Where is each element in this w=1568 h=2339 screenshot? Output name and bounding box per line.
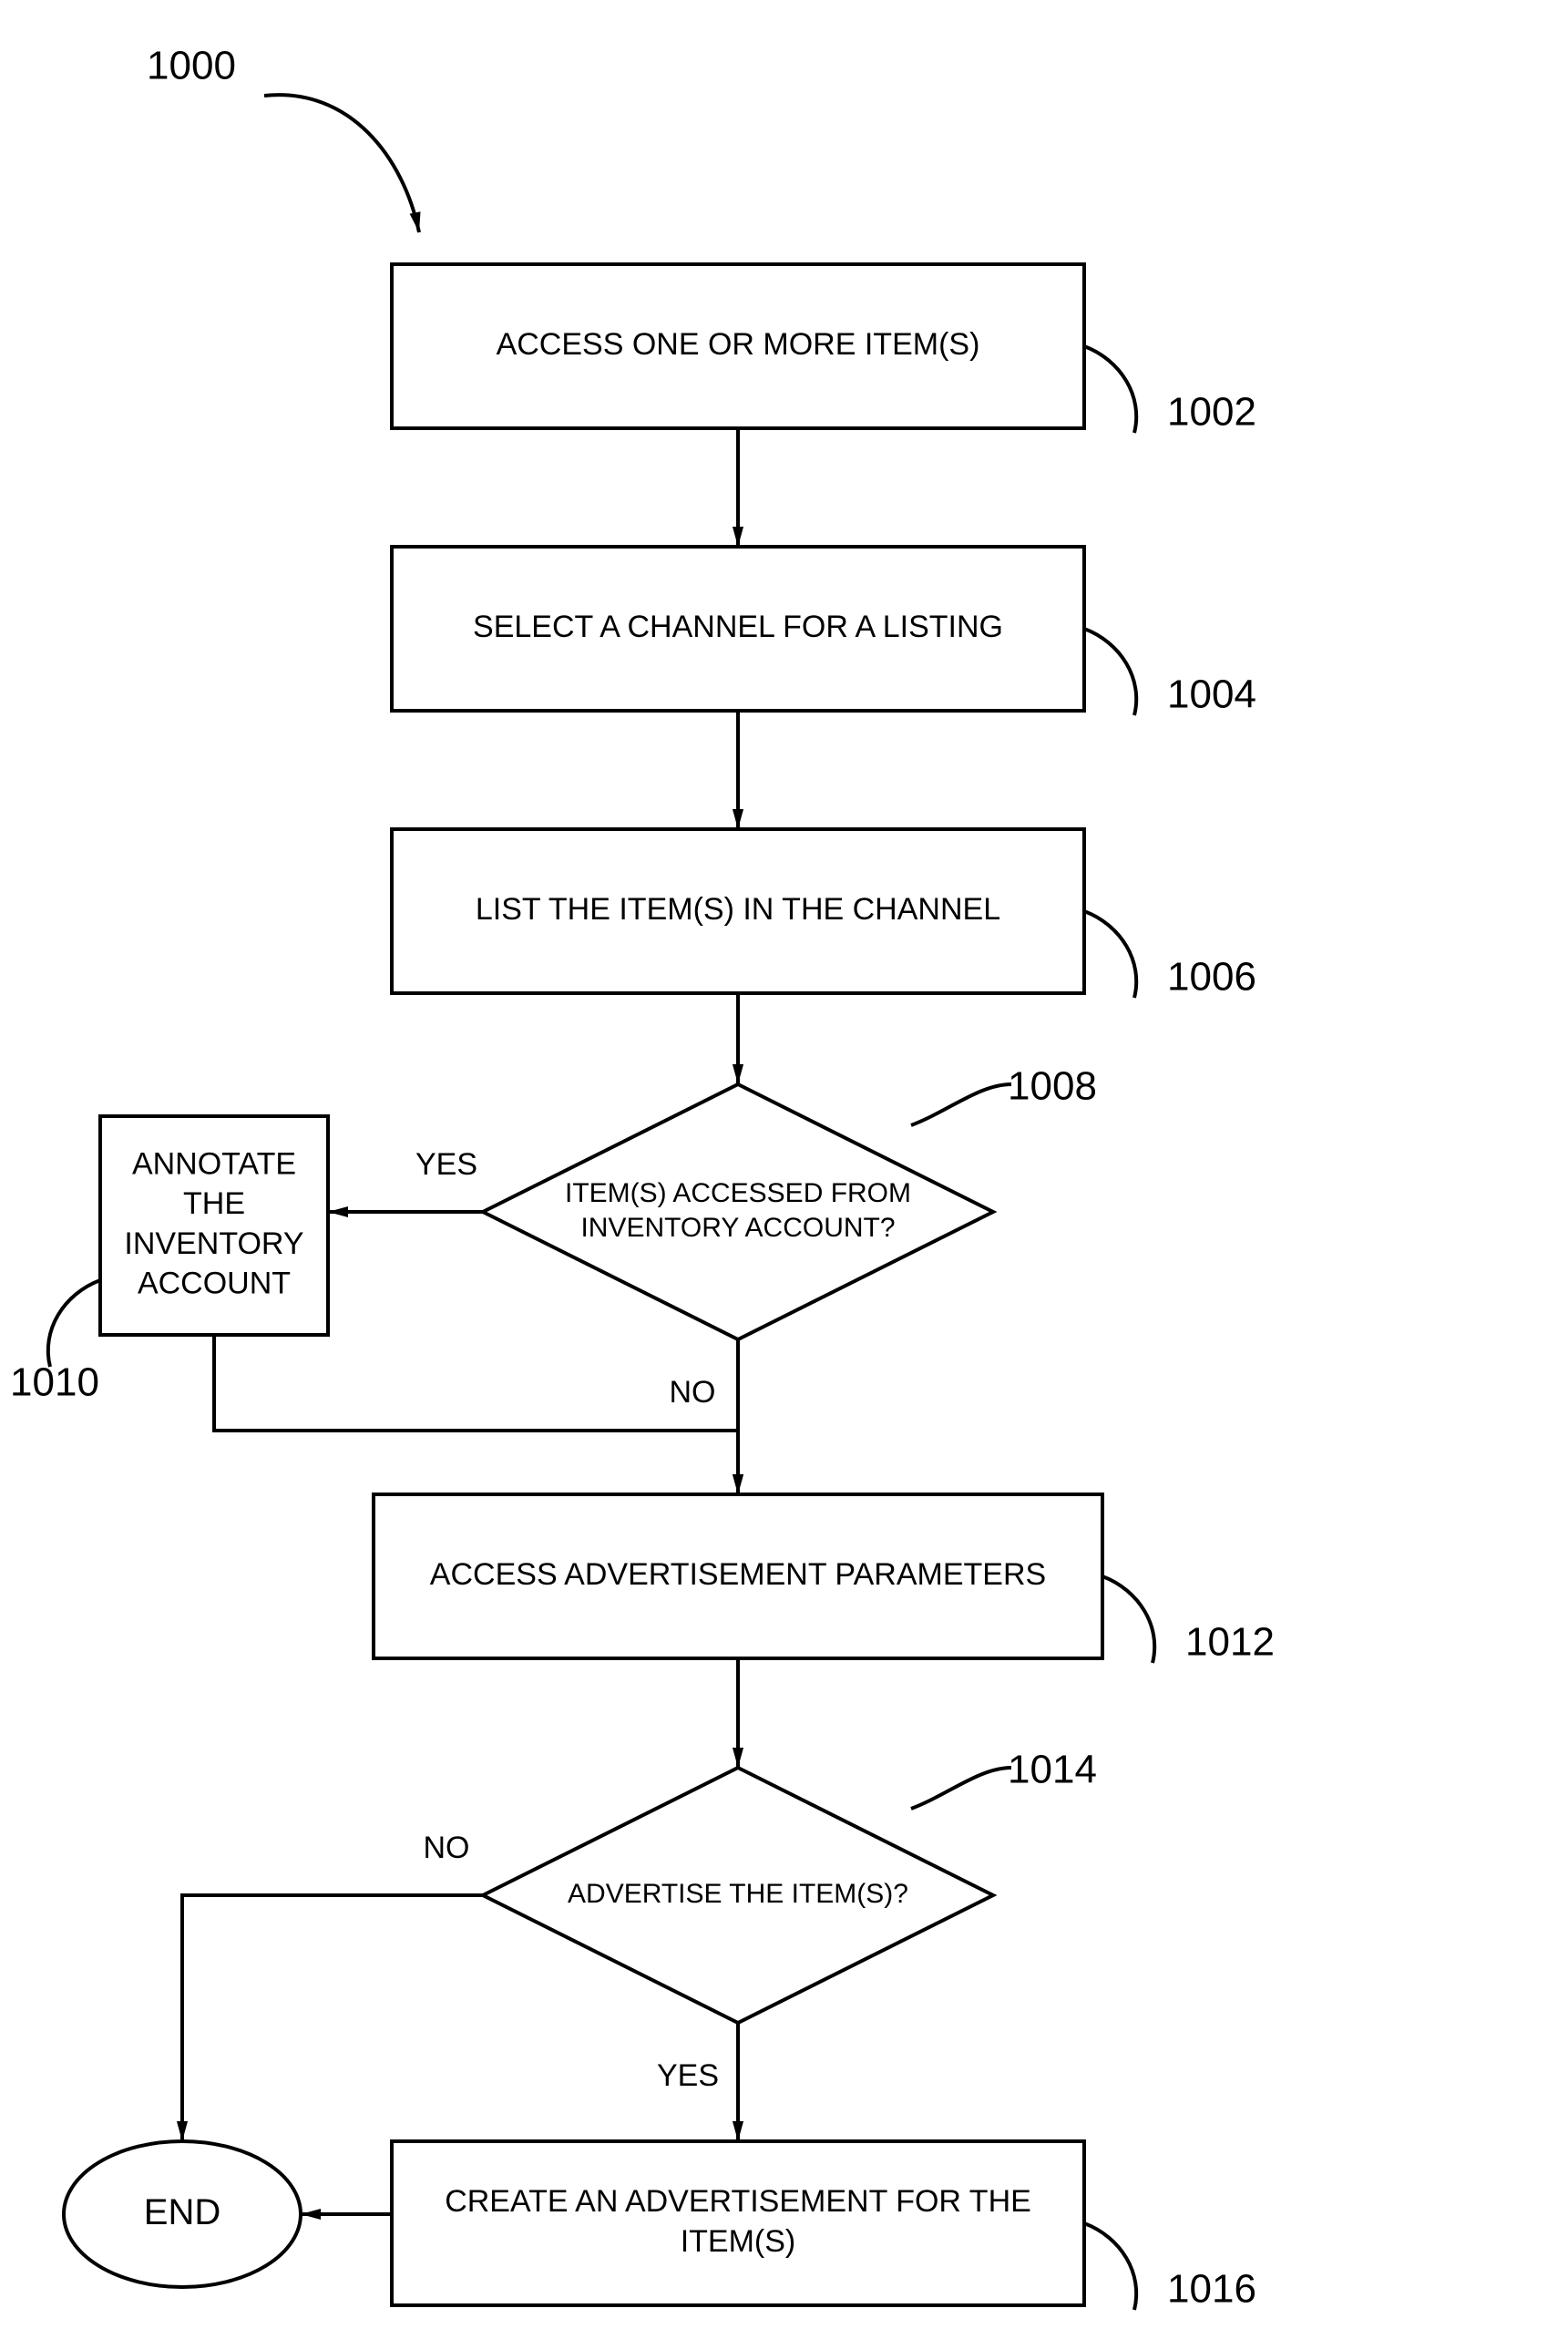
ref-label-1010: 1010: [10, 1360, 99, 1405]
ref-label-1006: 1006: [1167, 955, 1256, 1000]
flowchart-canvas: YES NO NO YES ACCESS ONE OR MORE ITEM(S) SELE…: [0, 0, 1568, 2339]
arrowhead: [733, 809, 743, 829]
edge-label-n1008-n1010: YES: [415, 1147, 477, 1182]
edge-label-n1014-nend: NO: [424, 1831, 470, 1865]
arrowhead: [733, 2121, 743, 2141]
ref-label-1012: 1012: [1185, 1620, 1275, 1665]
node-label-n1004: SELECT A CHANNEL FOR A LISTING: [473, 610, 1003, 644]
arrowhead: [733, 1064, 743, 1084]
ref-label-1008: 1008: [1008, 1064, 1097, 1109]
ref-arc-1016: [1084, 2223, 1136, 2310]
node-label-n1012: ACCESS ADVERTISEMENT PARAMETERS: [430, 1557, 1046, 1592]
arrowhead: [301, 2209, 321, 2220]
edge-label-n1008-n1012: NO: [670, 1375, 716, 1410]
edge-n1014-nend: [182, 1895, 483, 2141]
arrowhead: [733, 1748, 743, 1768]
entry-label-1000: 1000: [147, 44, 236, 88]
edge-n1010-n1012: [214, 1335, 738, 1494]
arrowhead: [733, 527, 743, 547]
ref-label-1002: 1002: [1167, 390, 1256, 435]
ref-arc-1002: [1084, 346, 1136, 433]
ref-arc-1014: [911, 1768, 1011, 1809]
entry-arrow: [264, 95, 419, 232]
node-label-nend: END: [144, 2192, 220, 2232]
node-label-n1014: ADVERTISE THE ITEM(S)?: [568, 1879, 908, 1909]
arrowhead: [410, 211, 421, 232]
ref-arc-1012: [1102, 1576, 1154, 1663]
ref-label-1016: 1016: [1167, 2267, 1256, 2312]
arrowhead: [177, 2121, 188, 2141]
ref-label-1004: 1004: [1167, 672, 1256, 717]
node-label-n1006: LIST THE ITEM(S) IN THE CHANNEL: [476, 892, 1000, 927]
ref-arc-1008: [911, 1084, 1011, 1125]
ref-arc-1006: [1084, 911, 1136, 998]
node-label-n1002: ACCESS ONE OR MORE ITEM(S): [497, 327, 980, 362]
edge-label-n1014-n1016: YES: [657, 2058, 719, 2093]
arrowhead: [328, 1206, 348, 1217]
ref-arc-1004: [1084, 629, 1136, 715]
arrowhead: [733, 1474, 743, 1494]
ref-arc-1010: [48, 1280, 100, 1367]
ref-label-1014: 1014: [1008, 1748, 1097, 1792]
